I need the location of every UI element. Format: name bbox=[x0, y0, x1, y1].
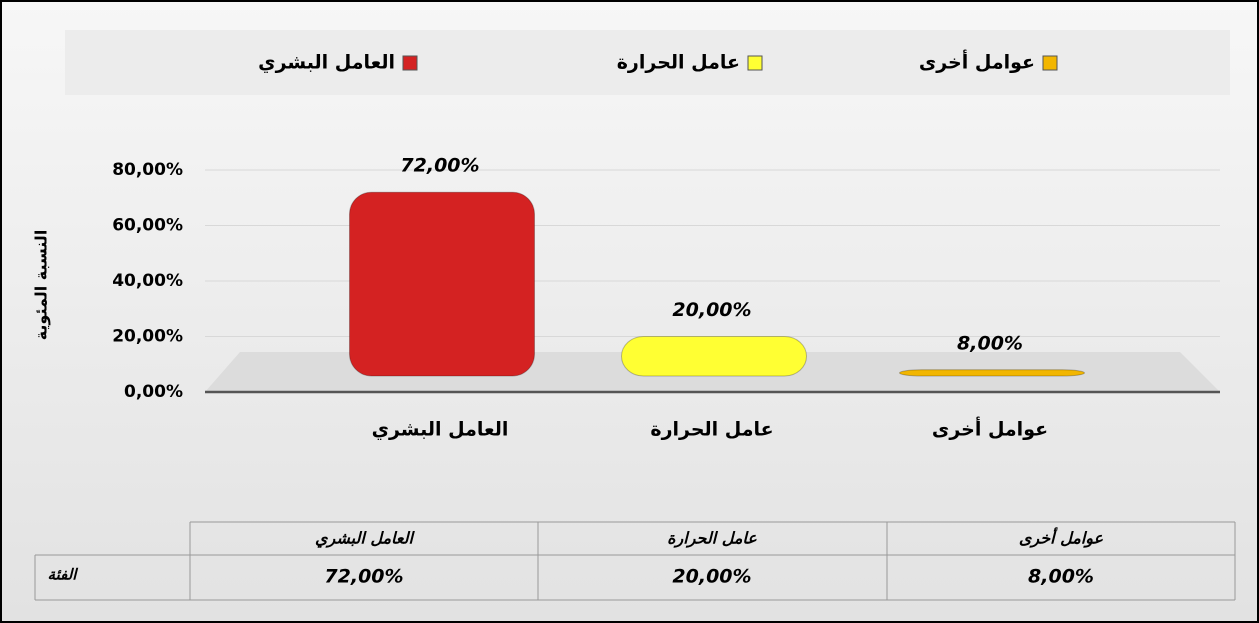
y-tick-label: 80,00% bbox=[112, 160, 183, 180]
table-row-label: الفئة bbox=[48, 566, 79, 584]
table-value: 8,00% bbox=[1028, 566, 1094, 588]
y-tick-label: 20,00% bbox=[112, 327, 183, 347]
legend-label: العامل البشري bbox=[258, 52, 395, 75]
table-header: العامل البشري bbox=[315, 529, 416, 549]
x-tick-label: العامل البشري bbox=[372, 419, 509, 442]
legend-swatch bbox=[747, 55, 763, 71]
table bbox=[34, 521, 1236, 601]
legend-swatch bbox=[1042, 55, 1058, 71]
x-tick-label: عوامل أخرى bbox=[932, 417, 1048, 441]
y-tick-label: 60,00% bbox=[112, 216, 183, 236]
bar bbox=[621, 336, 807, 377]
legend-label: عامل الحرارة bbox=[617, 52, 740, 74]
table-value: 72,00% bbox=[324, 566, 403, 588]
value-label: 8,00% bbox=[957, 332, 1023, 354]
table-value: 20,00% bbox=[672, 566, 751, 588]
value-label: 20,00% bbox=[672, 299, 751, 321]
y-tick-label: 40,00% bbox=[112, 271, 183, 291]
bar bbox=[349, 191, 535, 377]
legend-label: عوامل أخرى bbox=[919, 50, 1035, 74]
table-header: عوامل أخرى bbox=[1019, 527, 1104, 549]
table-header: عامل الحرارة bbox=[667, 529, 757, 549]
legend-swatch bbox=[402, 55, 418, 71]
y-tick-label: 0,00% bbox=[124, 382, 183, 402]
y-axis-label: النسبة المئوية bbox=[32, 230, 51, 341]
legend-box bbox=[65, 30, 1230, 95]
bar bbox=[899, 369, 1085, 377]
x-tick-label: عامل الحرارة bbox=[650, 419, 773, 441]
value-label: 72,00% bbox=[400, 155, 479, 177]
